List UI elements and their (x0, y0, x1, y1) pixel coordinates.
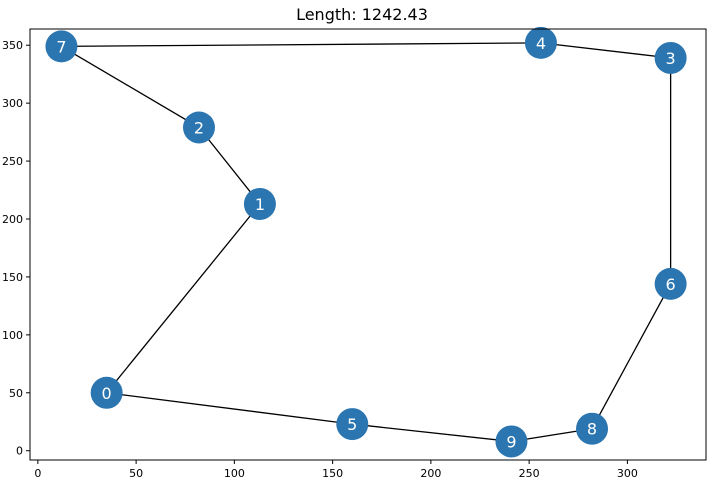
x-tick-label: 200 (420, 467, 441, 480)
y-axis: 0 50 100 150 200 250 300 350 (2, 39, 30, 458)
x-tick-label: 150 (322, 467, 343, 480)
y-tick-label: 100 (2, 329, 23, 342)
node-label: 5 (347, 415, 357, 434)
node-label: 8 (587, 420, 597, 439)
node-label: 3 (666, 49, 676, 68)
node-label: 7 (56, 37, 66, 56)
node-marker (45, 30, 78, 63)
node-marker (654, 41, 687, 74)
x-tick-label: 100 (224, 467, 245, 480)
route-edge (106, 392, 353, 425)
y-tick-label: 50 (9, 387, 23, 400)
route-edge (106, 203, 261, 394)
plot-frame (29, 28, 707, 461)
route-edge (61, 45, 200, 129)
route-edges (61, 42, 672, 443)
route-nodes: 0 1 2 3 4 5 6 7 8 9 (45, 26, 687, 458)
node-label: 6 (666, 275, 676, 294)
node-label: 0 (102, 384, 112, 403)
chart-title: Length: 1242.43 (296, 5, 428, 24)
x-tick-label: 0 (34, 467, 41, 480)
y-tick-label: 0 (16, 445, 23, 458)
node-label: 9 (506, 432, 516, 451)
x-tick-label: 250 (519, 467, 540, 480)
y-tick-label: 200 (2, 213, 23, 226)
route-edge (591, 283, 672, 430)
node-marker (654, 267, 687, 300)
y-tick-label: 350 (2, 39, 23, 52)
node-label: 1 (255, 195, 265, 214)
route-edge (198, 127, 261, 205)
route-edge (61, 42, 541, 48)
node-marker (336, 408, 369, 441)
x-axis: 0 50 100 150 200 250 300 (34, 460, 638, 480)
node-marker (495, 425, 528, 458)
node-marker (183, 111, 215, 144)
y-tick-label: 150 (2, 271, 23, 284)
node-marker (90, 376, 123, 409)
node-marker (576, 412, 609, 445)
node-label: 4 (536, 34, 546, 53)
node-marker (524, 26, 557, 59)
x-tick-label: 300 (617, 467, 638, 480)
route-edge (540, 42, 671, 59)
route-edge (352, 423, 512, 443)
node-marker (243, 187, 276, 220)
y-tick-label: 250 (2, 155, 23, 168)
node-label: 2 (194, 118, 204, 137)
x-tick-label: 50 (129, 467, 143, 480)
y-tick-label: 300 (2, 97, 23, 110)
